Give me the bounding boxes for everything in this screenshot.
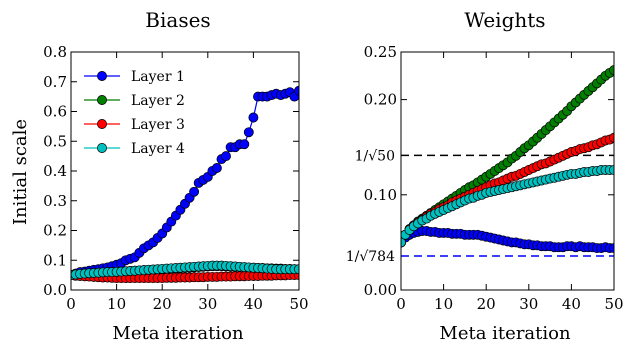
x-tick-label: 20	[477, 295, 496, 313]
y-tick-label: 0.6	[43, 103, 67, 121]
y-tick-label: 0.2	[43, 222, 67, 240]
reference-line-label-1: 1/√784	[346, 249, 395, 265]
weights-title: Weights	[464, 8, 545, 32]
weights-x-axis-label: Meta iteration	[439, 323, 571, 342]
x-tick-label: 30	[519, 295, 538, 313]
x-tick-label: 30	[198, 295, 217, 313]
y-tick-label: 0.0	[43, 281, 67, 299]
plot-frame	[400, 51, 615, 291]
y-tick-label: 0.1	[43, 251, 67, 269]
y-tick-label: 0.25	[364, 43, 397, 61]
y-tick-label: 0.5	[43, 132, 67, 150]
data-point	[211, 163, 222, 173]
series-0-0	[71, 85, 299, 281]
legend-marker	[97, 71, 107, 81]
biases-title: Biases	[145, 8, 210, 32]
x-tick-label: 0	[66, 295, 76, 313]
data-point	[239, 139, 250, 150]
data-point	[221, 151, 231, 162]
x-tick-label: 10	[434, 295, 453, 313]
data-point	[609, 132, 614, 143]
legend-label: Layer 2	[131, 93, 185, 109]
series-0-2	[71, 270, 299, 284]
legend-label: Layer 4	[131, 141, 185, 157]
x-tick-label: 40	[244, 295, 263, 313]
y-tick-label: 0.20	[364, 91, 397, 109]
data-point	[609, 65, 614, 76]
legend: Layer 1 Layer 2 Layer 3 Layer 4	[84, 69, 185, 157]
legend-label: Layer 1	[131, 69, 185, 85]
legend-label: Layer 3	[131, 117, 185, 133]
y-tick-label: 0.10	[364, 186, 397, 204]
x-tick-label: 50	[289, 295, 308, 313]
y-tick-label: 0.4	[43, 162, 67, 180]
reference-line-label-0: 1/√50	[355, 148, 395, 164]
series-1-3	[401, 165, 614, 248]
x-tick-label: 10	[107, 295, 126, 313]
series-1-0	[401, 226, 614, 254]
data-point	[248, 112, 259, 123]
y-tick-label: 0.8	[43, 43, 67, 61]
series-line	[71, 90, 299, 276]
series-0-3	[71, 260, 299, 281]
weights-panel: Weights Meta iteration 1/√50 1/√784 0 10 20 3…	[346, 8, 624, 342]
legend-marker	[97, 143, 107, 153]
data-point	[609, 243, 614, 254]
data-point	[189, 186, 200, 197]
data-point	[609, 165, 614, 175]
biases-plot-area: 0 10 20 30 40 50 0.0 0.1 0.2 0.3 0.4 0.5 0.6 0.7 0.8 La…	[43, 43, 308, 313]
y-tick-label: 0.00	[364, 281, 397, 299]
biases-y-axis-label: Initial scale	[10, 119, 31, 225]
y-tick-label: 0.3	[43, 192, 67, 210]
data-point	[243, 127, 254, 138]
data-point	[401, 237, 406, 248]
x-tick-label: 20	[153, 295, 172, 313]
legend-marker	[97, 119, 107, 129]
x-tick-label: 0	[396, 295, 406, 313]
legend-marker	[97, 95, 107, 105]
x-tick-label: 50	[604, 295, 623, 313]
plot-frame	[70, 51, 300, 291]
biases-x-axis-label: Meta iteration	[112, 323, 244, 342]
y-tick-label: 0.7	[43, 73, 67, 91]
weights-plot-area: 1/√50 1/√784 0 10 20 30 40 50 0.00 0.10 0.20 0.25	[346, 43, 624, 313]
biases-panel: Biases Meta iteration Initial scale 0 10 2…	[10, 8, 309, 342]
x-tick-label: 40	[562, 295, 581, 313]
